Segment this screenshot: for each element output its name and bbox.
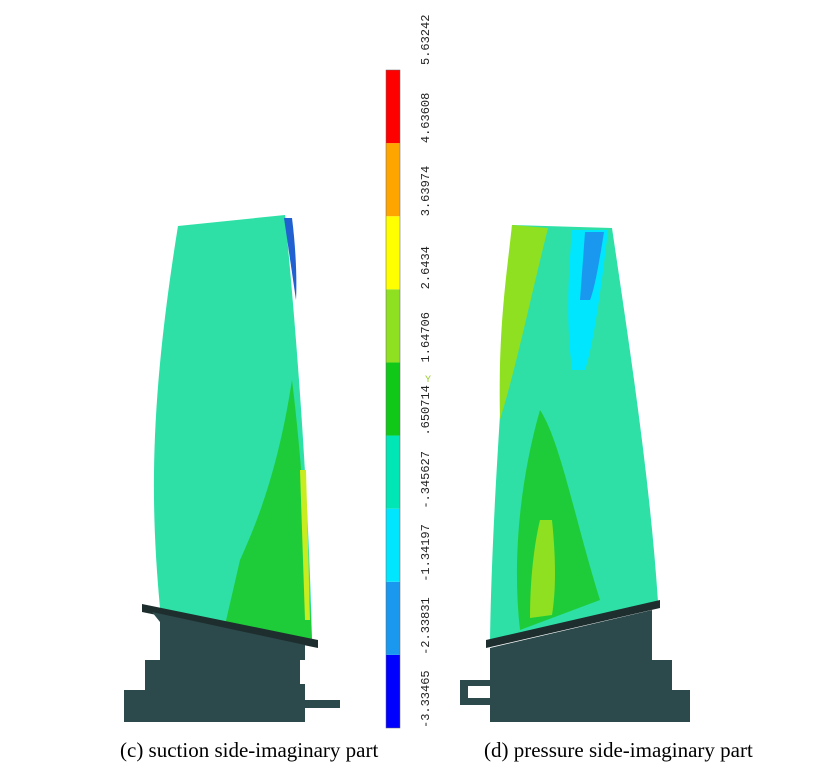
color-band xyxy=(386,581,400,655)
level-label: -1.34197 xyxy=(419,524,433,582)
color-band xyxy=(386,70,400,144)
color-band xyxy=(386,435,400,509)
level-label: 4.63608 xyxy=(419,93,433,143)
pressure-side-plot xyxy=(460,225,690,722)
color-band xyxy=(386,216,400,290)
suction-side-plot xyxy=(124,215,340,722)
color-band xyxy=(386,143,400,217)
color-band xyxy=(386,654,400,728)
axis-label: Y xyxy=(425,375,431,386)
level-label: 3.63974 xyxy=(419,166,433,216)
caption: (d) pressure side-imaginary part xyxy=(484,738,753,762)
color-band xyxy=(386,362,400,436)
level-label: -.345627 xyxy=(419,451,433,509)
level-label: .650714 xyxy=(419,385,433,435)
level-label: -2.33831 xyxy=(419,597,433,655)
color-band xyxy=(386,508,400,582)
color-band xyxy=(386,289,400,363)
colorbar-frame xyxy=(385,69,401,729)
level-label: 1.64706 xyxy=(419,312,433,362)
level-label: 5.63242 xyxy=(419,15,433,65)
level-label: -3.33465 xyxy=(419,670,433,728)
colorbar: -3.33465 -2.33831 -1.34197 -.345627 .650714 1… xyxy=(385,15,433,729)
caption: (c) suction side-imaginary part xyxy=(120,738,378,762)
level-label: 2.6434 xyxy=(419,246,433,289)
